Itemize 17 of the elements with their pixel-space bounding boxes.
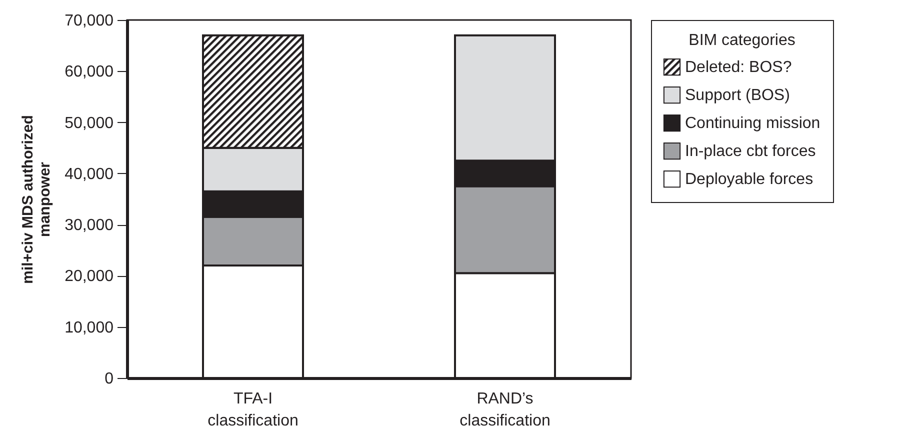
y-tick-label: 40,000 xyxy=(64,166,114,183)
legend-label: Continuing mission xyxy=(685,115,820,132)
legend-title: BIM categories xyxy=(688,32,796,49)
legend-label: Deployable forces xyxy=(685,171,814,188)
y-tick-label: 70,000 xyxy=(64,12,114,30)
x-tick-label: RAND’s classification xyxy=(460,390,550,430)
y-tick-label: 50,000 xyxy=(64,114,114,132)
y-tick-label: 0 xyxy=(104,370,114,388)
y-tick-label: 30,000 xyxy=(64,217,114,234)
legend-label: Support (BOS) xyxy=(685,87,790,104)
y-tick-label: 60,000 xyxy=(64,64,114,81)
y-tick-label: 20,000 xyxy=(64,268,114,286)
y-tick-label: 10,000 xyxy=(64,319,114,336)
legend-label: Deleted: BOS? xyxy=(685,59,792,76)
x-tick-label: TFA-I classification xyxy=(208,390,298,430)
legend-label: In-place cbt forces xyxy=(685,143,816,160)
y-axis-title: mil+civ MDS authorized manpower xyxy=(20,115,54,284)
